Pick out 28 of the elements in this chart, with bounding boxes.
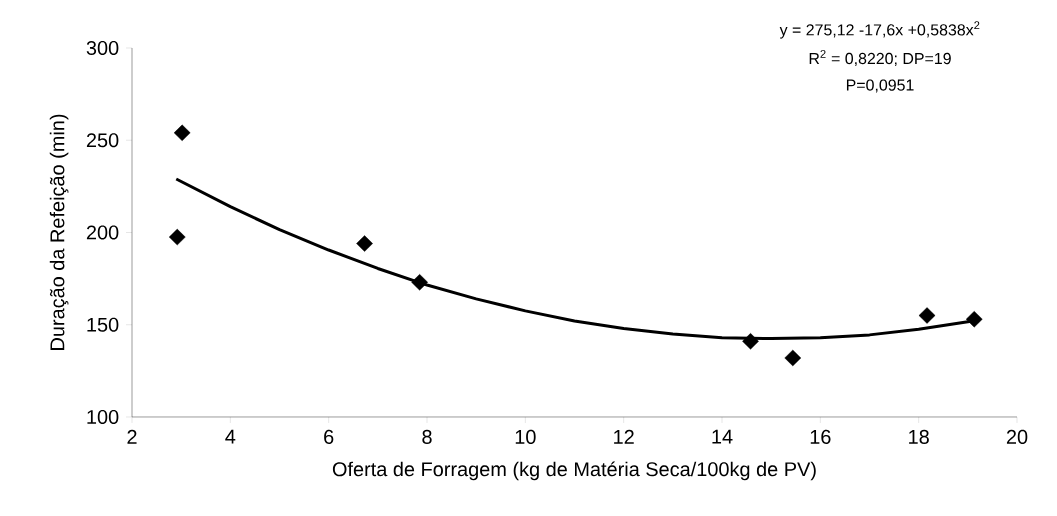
x-tick-label: 2 bbox=[127, 429, 137, 444]
x-tick-label: 12 bbox=[614, 429, 634, 444]
y-tick-label: 200 bbox=[86, 225, 119, 240]
y-tick-label: 250 bbox=[86, 133, 119, 148]
point bbox=[168, 228, 186, 246]
text: y = 275,12 -17,6x +0,5838x$^{2}$ bbox=[779, 21, 980, 39]
point bbox=[173, 124, 191, 142]
y-tick-label: 100 bbox=[87, 409, 119, 425]
point bbox=[784, 349, 802, 367]
point bbox=[965, 311, 983, 328]
annotation: R$^{2}$ = 0,8220; DP=19 bbox=[809, 49, 951, 67]
y-tick-label: 300 bbox=[86, 40, 119, 56]
x-tick-label: 20 bbox=[1006, 429, 1028, 444]
x-axis-title: Oferta de Forragem (kg de Matéria Seca/100kg de PV) bbox=[332, 461, 816, 481]
x-tick-label: 14 bbox=[712, 429, 733, 444]
y-axis-title: Duração da Refeição (min) bbox=[49, 114, 69, 350]
x-tick-label: 8 bbox=[422, 429, 432, 444]
annotation: P=0,0951 bbox=[846, 79, 914, 93]
point bbox=[411, 274, 428, 291]
y-tick-label: 150 bbox=[87, 317, 119, 332]
x-tick-label: 18 bbox=[909, 429, 929, 444]
x-tick-label: 16 bbox=[810, 429, 831, 444]
point bbox=[918, 307, 936, 324]
point bbox=[742, 333, 759, 350]
x-tick-label: 6 bbox=[324, 429, 334, 444]
point bbox=[356, 235, 373, 252]
x-tick-label: 10 bbox=[515, 429, 536, 444]
x-tick-label: 4 bbox=[225, 429, 236, 444]
